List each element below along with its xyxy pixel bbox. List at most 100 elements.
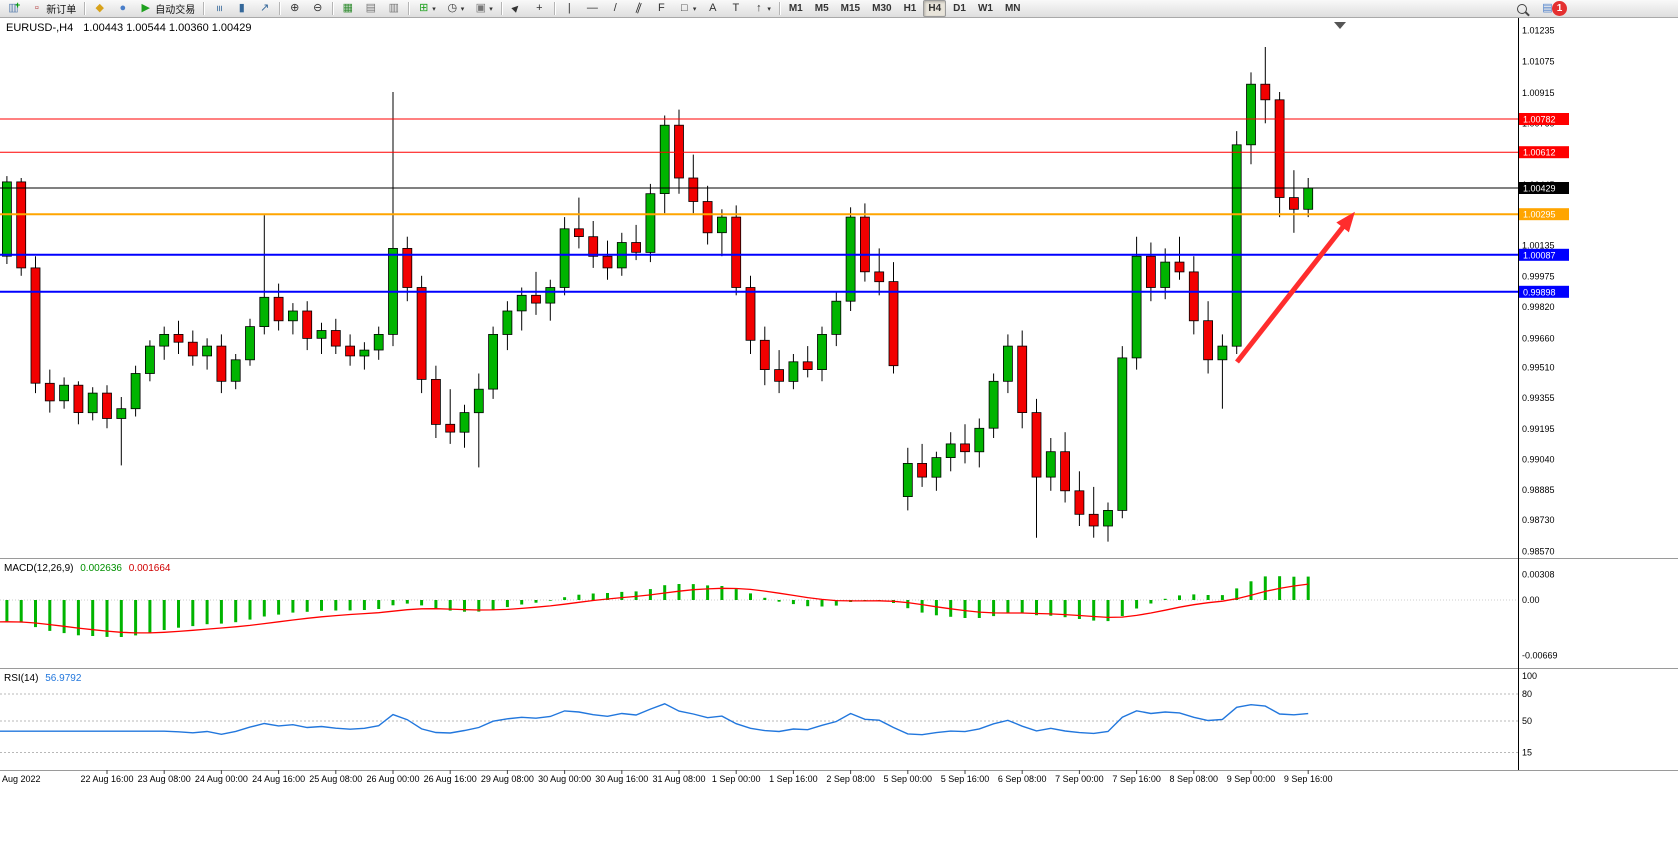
new-order-icon: ▫ — [34, 2, 39, 14]
cursor-button[interactable]: ► — [506, 0, 527, 17]
chart-canvas[interactable]: 1.012351.010751.009151.007601.006001.004… — [0, 18, 1678, 845]
trend-arrow-annotation[interactable] — [1235, 211, 1355, 364]
vertical-line-button[interactable]: | — [559, 0, 580, 17]
price-axis-tick: 0.98885 — [1522, 485, 1555, 495]
notification-badge[interactable]: 1 — [1552, 1, 1567, 16]
candlestick-chart-button[interactable]: ▮ — [231, 0, 252, 17]
price-axis-tick: 0.99975 — [1522, 272, 1555, 282]
channel-button[interactable]: ∥ — [628, 0, 649, 17]
timeframe-h1[interactable]: H1 — [903, 3, 917, 14]
zoom-out-button[interactable]: ⊖ — [307, 0, 328, 17]
tile-vertical-button[interactable]: ▥ — [383, 0, 404, 17]
vertical-line-icon: | — [567, 2, 571, 14]
bull-candle — [359, 349, 370, 357]
line-chart-icon: ↗ — [260, 2, 270, 14]
bull-candle — [502, 310, 513, 335]
timeframe-m15[interactable]: M15 — [840, 3, 861, 14]
bull-candle — [817, 333, 827, 370]
crosshair-button[interactable]: + — [529, 0, 550, 17]
price-badge-label: 1.00782 — [1523, 115, 1556, 125]
zoom-in-button[interactable]: ⊕ — [284, 0, 305, 17]
time-axis-label: 26 Aug 16:00 — [424, 774, 477, 784]
arrows-button[interactable]: ↑ ▾ — [748, 0, 775, 17]
cursor-icon: ► — [507, 0, 525, 17]
timeframe-d1[interactable]: D1 — [953, 3, 966, 14]
chart-shift-marker[interactable] — [1334, 22, 1346, 29]
template-icon: ▣ — [475, 2, 486, 14]
autotrade-button-label: 自动交易 — [155, 5, 196, 16]
bull-candle — [1231, 144, 1242, 347]
timeframe-m5[interactable]: M5 — [814, 3, 829, 14]
bear-candle — [416, 287, 427, 380]
chart-plus-icon: ▥ — [8, 2, 19, 14]
timeframe-h4[interactable]: H4 — [923, 0, 947, 17]
price-badge-label: 1.00087 — [1523, 250, 1556, 260]
new-order-button[interactable]: ▫ 新订单 — [26, 0, 80, 17]
bull-candle — [516, 294, 527, 312]
time-axis-label: 23 Aug 08:00 — [138, 774, 191, 784]
bear-candle — [1174, 261, 1185, 273]
bear-candle — [688, 177, 699, 202]
bull-candle — [931, 457, 942, 478]
timeframe-m1[interactable]: M1 — [788, 3, 803, 14]
fibonacci-icon: F — [657, 2, 665, 14]
new-order-button-label: 新订单 — [46, 5, 77, 16]
timeframe-mn[interactable]: MN — [1004, 3, 1021, 14]
bear-candle — [888, 281, 899, 367]
bull-candle — [87, 392, 98, 414]
bear-candle — [1289, 197, 1299, 210]
data-window-button[interactable]: ▤ — [1537, 0, 1558, 17]
tile-windows-button[interactable]: ▦ — [337, 0, 358, 17]
text-button[interactable]: A — [702, 0, 723, 17]
shapes-button[interactable]: □ ▾ — [674, 0, 701, 17]
new-chart-button[interactable]: ▥ + — [3, 0, 24, 17]
rsi-label: RSI(14) 56.9792 — [4, 673, 81, 684]
community-button[interactable]: ● — [112, 0, 133, 17]
macd-axis-tick: 0.00308 — [1522, 570, 1555, 580]
line-chart-button[interactable]: ↗ — [254, 0, 275, 17]
toolbar-separator — [203, 2, 205, 15]
price-badge-label: 0.99898 — [1523, 287, 1556, 297]
timeframe-w1[interactable]: W1 — [977, 3, 993, 14]
label-button[interactable]: T — [725, 0, 746, 17]
bull-candle — [245, 326, 255, 361]
price-badge — [1519, 208, 1569, 221]
horizontal-line-button[interactable]: — — [582, 0, 603, 17]
bull-candle — [545, 287, 556, 304]
bull-candle — [945, 443, 956, 458]
price-axis-tick: 0.99040 — [1522, 455, 1555, 465]
bull-candle — [1246, 83, 1256, 146]
bull-candle — [1045, 451, 1056, 478]
price-badge-label: 1.00295 — [1523, 210, 1556, 220]
time-axis-label: 30 Aug 16:00 — [595, 774, 648, 784]
bull-candle — [2, 181, 12, 257]
trendline-icon: / — [613, 2, 617, 14]
bear-candle — [774, 369, 784, 382]
periods-button[interactable]: ◷ ▾ — [442, 0, 469, 17]
macd-axis-tick: 0.00 — [1522, 595, 1540, 605]
bear-candle — [574, 228, 584, 238]
price-axis-tick: 1.01235 — [1522, 25, 1555, 35]
play-icon: ▶ — [141, 2, 150, 14]
rsi-axis-tick: 100 — [1522, 671, 1537, 681]
bull-candle — [559, 228, 570, 288]
indicators-button[interactable]: ⊞ ▾ — [413, 0, 440, 17]
bull-candle — [473, 388, 484, 414]
timeframe-m30[interactable]: M30 — [872, 3, 892, 14]
bull-candle — [659, 124, 670, 194]
bar-chart-button[interactable]: ≡ — [208, 0, 229, 17]
trendline-button[interactable]: / — [605, 0, 626, 17]
dropdown-caret-icon: ▾ — [489, 5, 493, 13]
price-badge-label: 1.00429 — [1523, 184, 1556, 194]
search-button[interactable] — [1513, 0, 1531, 17]
templates-button[interactable]: ▣ ▾ — [470, 0, 497, 17]
rsi-axis-tick: 15 — [1522, 748, 1532, 758]
cascade-windows-button[interactable]: ▤ — [360, 0, 381, 17]
community-icon: ● — [119, 2, 127, 14]
text-icon: A — [709, 2, 717, 14]
mql5-market-button[interactable]: ◆ — [89, 0, 110, 17]
time-axis-label: 7 Sep 00:00 — [1055, 774, 1104, 784]
fibonacci-button[interactable]: F — [651, 0, 672, 17]
price-axis-tick: 1.01075 — [1522, 57, 1555, 67]
autotrade-button[interactable]: ▶ 自动交易 — [135, 0, 199, 17]
